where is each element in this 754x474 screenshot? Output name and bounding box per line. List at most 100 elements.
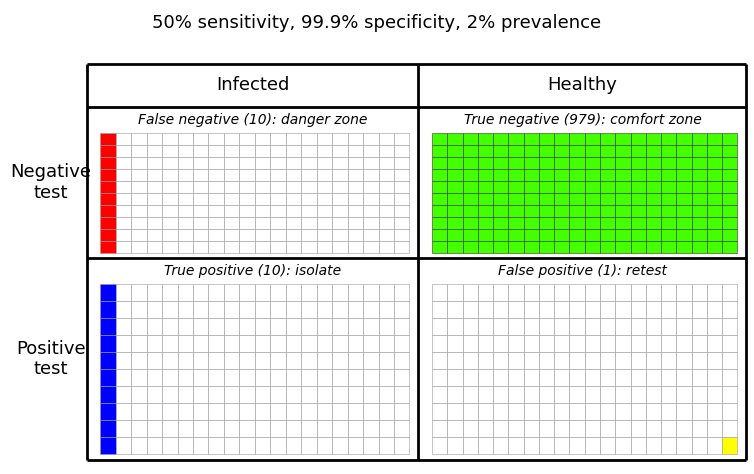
Bar [691,205,707,217]
Bar [379,228,394,241]
Bar [539,193,554,205]
Bar [240,228,255,241]
Bar [676,133,691,145]
Bar [224,217,240,228]
Bar [523,386,539,403]
Bar [193,145,208,157]
Bar [615,133,630,145]
Bar [523,228,539,241]
Bar [162,145,178,157]
Bar [255,169,271,181]
Bar [661,319,676,335]
Bar [615,181,630,192]
Bar [432,386,447,403]
Bar [363,284,379,301]
Bar [691,403,707,420]
Bar [379,181,394,192]
Bar [432,133,447,145]
Bar [363,193,379,205]
Bar [615,319,630,335]
Bar [286,228,302,241]
Bar [462,169,478,181]
Bar [707,217,722,228]
Bar [447,157,463,169]
Bar [676,420,691,437]
Bar [178,217,193,228]
Bar [286,193,302,205]
Bar [447,403,463,420]
Bar [478,205,493,217]
Bar [271,133,286,145]
Bar [193,133,208,145]
Bar [100,403,116,420]
Bar [394,437,409,454]
Bar [146,145,162,157]
Bar [630,217,645,228]
Bar [255,403,271,420]
Bar [630,145,645,157]
Bar [100,319,116,335]
Bar [286,386,302,403]
Bar [363,335,379,352]
Text: Healthy: Healthy [547,76,618,94]
Bar [131,319,146,335]
Bar [523,157,539,169]
Bar [585,241,600,253]
Bar [193,437,208,454]
Bar [193,301,208,319]
Bar [348,157,363,169]
Bar [116,181,131,192]
Bar [554,403,569,420]
Bar [676,241,691,253]
Bar [317,157,332,169]
Bar [676,169,691,181]
Bar [100,369,116,386]
Bar [707,386,722,403]
Bar [394,145,409,157]
Bar [100,284,116,301]
Bar [569,241,585,253]
Bar [116,157,131,169]
Bar [302,335,317,352]
Bar [146,352,162,369]
Bar [302,169,317,181]
Bar [332,181,348,192]
Text: True positive (10): isolate: True positive (10): isolate [164,264,341,278]
Bar [348,193,363,205]
Bar [178,145,193,157]
Bar [600,420,615,437]
Bar [661,145,676,157]
Bar [100,241,116,253]
Bar [661,284,676,301]
Bar [348,319,363,335]
Bar [478,335,493,352]
Bar [317,145,332,157]
Bar [630,228,645,241]
Bar [722,228,737,241]
Bar [523,241,539,253]
Bar [630,157,645,169]
Bar [208,301,224,319]
Bar [146,228,162,241]
Bar [569,169,585,181]
Bar [286,352,302,369]
Bar [600,228,615,241]
Bar [569,145,585,157]
Bar [131,145,146,157]
Bar [317,284,332,301]
Bar [432,157,447,169]
Bar [661,133,676,145]
Bar [162,403,178,420]
Bar [691,319,707,335]
Bar [302,301,317,319]
Bar [645,284,661,301]
Bar [363,301,379,319]
Bar [317,133,332,145]
Bar [432,241,447,253]
Bar [630,420,645,437]
Bar [162,228,178,241]
Bar [348,133,363,145]
Bar [462,284,478,301]
Bar [131,403,146,420]
Bar [462,181,478,192]
